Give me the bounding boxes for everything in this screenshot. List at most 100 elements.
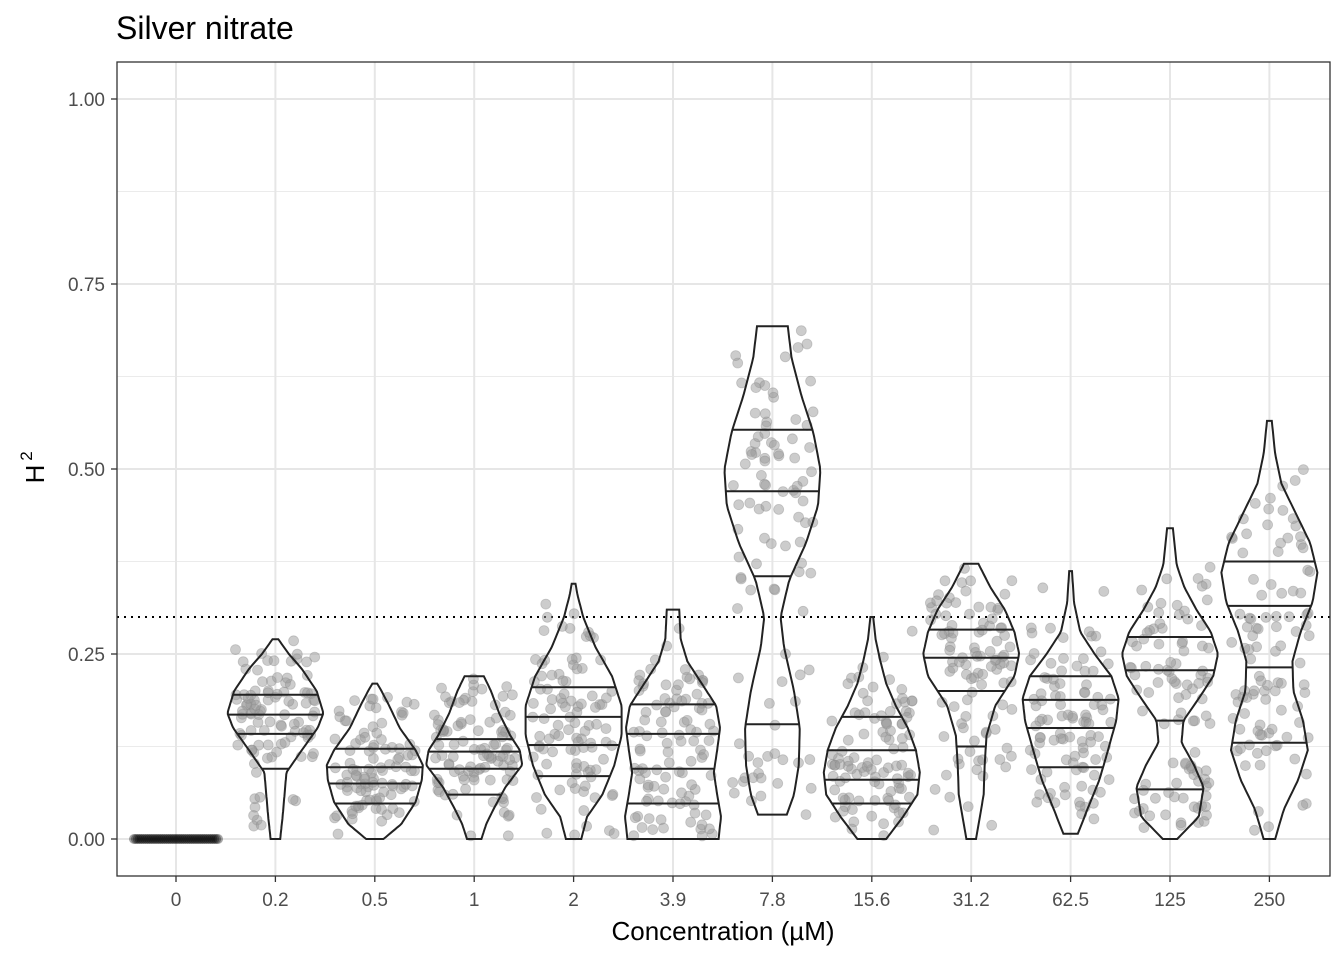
data-point (501, 681, 513, 692)
data-point (805, 567, 817, 579)
data-point (207, 834, 218, 844)
data-point (157, 834, 168, 844)
y-tick-label: 0.25 (68, 645, 105, 666)
data-point (1030, 720, 1042, 732)
data-point (331, 810, 343, 822)
data-point (896, 684, 908, 695)
data-point (566, 777, 578, 789)
data-point (806, 466, 817, 478)
data-point (773, 448, 784, 460)
data-point (948, 701, 960, 712)
data-point (1155, 597, 1167, 609)
data-point (1054, 678, 1066, 689)
data-point (262, 687, 274, 699)
data-point (947, 627, 959, 639)
data-point (283, 695, 295, 707)
data-point (1297, 799, 1309, 811)
x-axis-title: Concentration (µM) (611, 916, 834, 946)
data-point (497, 690, 509, 702)
data-point (685, 755, 697, 767)
data-point (636, 822, 648, 833)
x-tick-label: 0.2 (262, 890, 288, 911)
data-point (151, 834, 162, 844)
data-point (1266, 723, 1278, 735)
data-point (1059, 789, 1071, 801)
data-point (476, 683, 488, 695)
data-point (969, 735, 980, 747)
violin-outline (325, 682, 424, 840)
data-point (308, 748, 319, 759)
data-point (546, 669, 558, 681)
violin-outline (822, 616, 921, 840)
data-point (359, 731, 371, 743)
data-point (1026, 627, 1038, 639)
data-point (1153, 638, 1165, 650)
data-point (676, 787, 687, 799)
data-point (250, 699, 262, 711)
data-point (739, 458, 751, 470)
data-point (703, 735, 715, 746)
data-point (1006, 704, 1018, 715)
x-tick-label: 0.5 (362, 890, 388, 911)
data-point (468, 774, 480, 786)
data-point (896, 783, 907, 795)
data-point (1182, 613, 1194, 625)
data-point (184, 834, 195, 844)
data-point (248, 810, 260, 821)
data-point (541, 758, 552, 770)
data-point (376, 804, 387, 815)
data-point (349, 695, 361, 706)
data-point (301, 656, 313, 668)
data-point (533, 741, 545, 753)
data-point (966, 673, 977, 685)
data-point (986, 819, 998, 831)
data-point (578, 805, 590, 816)
data-point (598, 753, 609, 765)
data-point (531, 792, 542, 803)
data-point (989, 724, 1001, 735)
data-point (236, 705, 248, 717)
data-point (964, 608, 975, 620)
data-point (794, 536, 806, 548)
data-point (167, 834, 178, 844)
data-point (472, 725, 484, 737)
data-point (1260, 694, 1272, 705)
data-point (504, 754, 516, 766)
data-point (144, 834, 155, 844)
data-point (1161, 573, 1173, 585)
data-point (984, 646, 996, 657)
data-point (242, 692, 254, 704)
data-point (764, 698, 775, 709)
data-point (797, 605, 809, 617)
data-point (776, 676, 788, 687)
data-point (896, 733, 908, 744)
data-point (861, 761, 873, 772)
data-point (991, 635, 1003, 647)
data-point (1241, 528, 1252, 540)
data-point (744, 497, 756, 509)
data-point (971, 651, 983, 662)
data-point (232, 739, 244, 751)
data-point (172, 834, 183, 844)
data-point (891, 773, 903, 785)
violin-outline (1220, 419, 1319, 840)
chart-title: Silver nitrate (116, 10, 294, 46)
data-point (1095, 646, 1107, 658)
data-point (662, 746, 674, 758)
data-point (772, 778, 784, 789)
data-point (759, 455, 771, 467)
data-point (794, 669, 806, 681)
data-point (180, 834, 191, 844)
data-point (261, 752, 273, 764)
data-point (535, 803, 547, 815)
y-axis-title-superscript: 2 (17, 451, 36, 460)
data-point (1200, 801, 1212, 813)
data-point (276, 720, 287, 732)
data-point (458, 774, 470, 786)
data-point (153, 834, 164, 844)
data-point (733, 672, 744, 684)
data-point (1277, 504, 1289, 516)
data-point (571, 706, 583, 718)
data-point (734, 738, 745, 750)
data-point (1078, 653, 1089, 664)
